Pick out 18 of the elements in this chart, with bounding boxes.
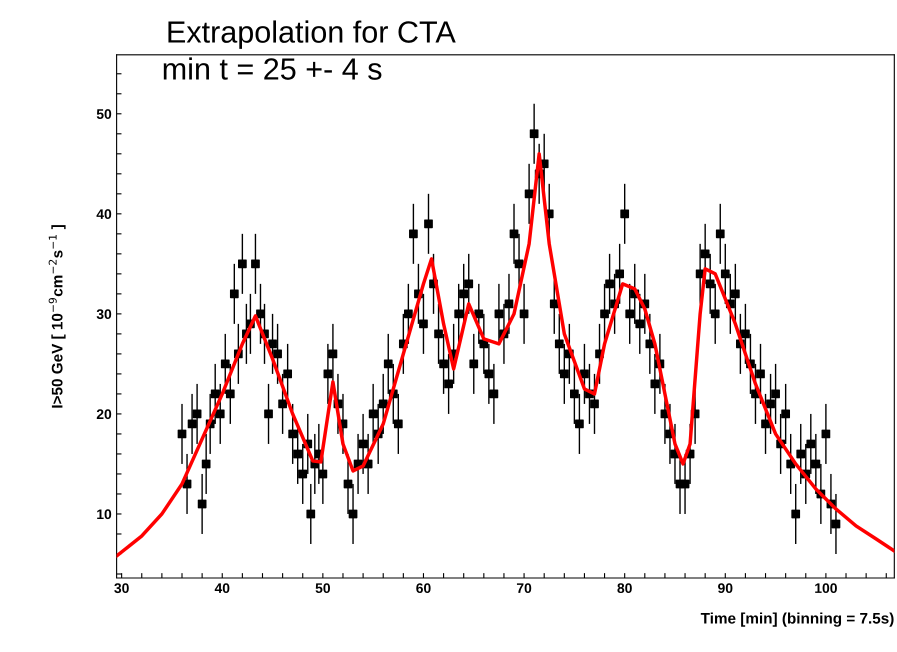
x-tick-label: 90 [718, 583, 732, 594]
y-tick-label: 50 [96, 109, 112, 119]
x-tick-label: 50 [316, 583, 330, 594]
y-tick-label: 10 [97, 509, 112, 520]
line-series [116, 152, 894, 558]
x-tick-label: 30 [114, 583, 129, 594]
x-tick-label: 70 [516, 583, 532, 594]
y-axis-title: I>50 GeV [ 10$^{−9}$cm$^{−2}$s$^{−1}$ ] [48, 225, 66, 408]
x-tick-label: 100 [815, 583, 837, 594]
y-tick-label: 40 [96, 209, 112, 220]
x-axis-title: Time [min] (binning = 7.5s) [700, 612, 894, 627]
chart-title: Extrapolation for CTA [168, 20, 456, 49]
y-tick-label: 20 [96, 409, 112, 420]
x-tick-label: 80 [617, 583, 632, 594]
x-tick-label: 60 [416, 583, 431, 594]
y-tick-label: 30 [96, 309, 112, 320]
chart-subtitle: min t = 25 +- 4 s [164, 57, 382, 80]
x-tick-label: 40 [214, 583, 230, 594]
